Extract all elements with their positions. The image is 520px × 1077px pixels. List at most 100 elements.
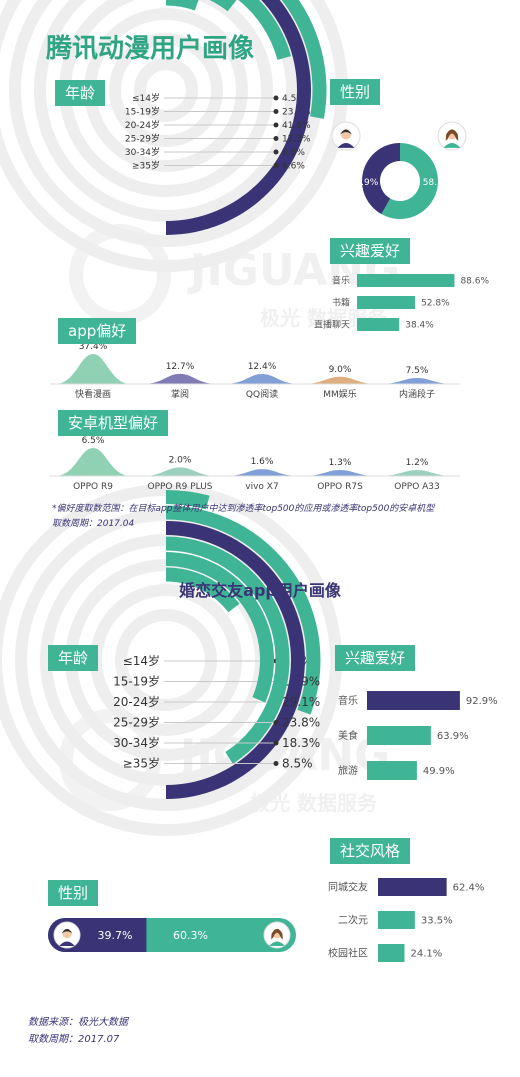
dating_interest-bar-0 xyxy=(367,691,460,710)
comic_phone-curve-4 xyxy=(379,470,455,476)
comic_app-label-1: 掌阅 xyxy=(171,389,189,400)
male-avatar-icon-body xyxy=(337,143,355,148)
dating_interest-value-1: 63.9% xyxy=(437,731,469,742)
female-avatar-icon-2-body xyxy=(269,941,285,947)
age-bar-3 xyxy=(238,0,292,60)
dating_social-label-2: 校园社区 xyxy=(328,947,368,960)
comic_interest-label-0: 音乐 xyxy=(332,275,350,287)
male-avatar-icon xyxy=(331,121,361,151)
leader-dot-5 xyxy=(273,761,279,766)
age-label-5: ≥35岁 xyxy=(123,756,160,771)
age-label-0: ≤14岁 xyxy=(132,92,160,104)
dating_social-bar-2 xyxy=(378,944,405,962)
age-bar-5 xyxy=(166,567,240,613)
female-avatar-icon-hair xyxy=(445,129,459,141)
comic_app-value-4: 7.5% xyxy=(406,366,429,376)
phone-preference-tag: 安卓机型偏好 xyxy=(58,410,169,436)
comic_phone-curve-0 xyxy=(55,448,131,476)
age-label-4: 30-34岁 xyxy=(125,146,160,158)
comic_app-label-2: QQ阅读 xyxy=(246,388,278,400)
gender-tag: 性别 xyxy=(330,79,381,105)
page-title: 腾讯动漫用户画像 xyxy=(46,34,255,64)
dating_social-label-0: 同城交友 xyxy=(328,881,368,894)
leader-dot-0 xyxy=(273,95,279,101)
background-ring xyxy=(109,33,223,147)
age-tag: 年龄 xyxy=(55,80,106,106)
comic_phone-curve-1 xyxy=(142,467,218,476)
age-value-3: 23.8% xyxy=(282,716,320,730)
age-value-3: 17.3% xyxy=(282,135,311,145)
comic_app-curve-3 xyxy=(302,376,378,384)
age-label-4: 30-34岁 xyxy=(113,735,160,750)
comic_phone-curve-3 xyxy=(302,470,378,476)
comic_phone-value-0: 6.5% xyxy=(82,436,105,446)
interest-tag: 兴趣爱好 xyxy=(330,238,411,264)
background-ring xyxy=(34,0,298,222)
gender-tag-2: 性别 xyxy=(48,880,99,906)
age-bar-2 xyxy=(166,0,311,235)
age-label-2: 20-24岁 xyxy=(125,119,160,131)
age-label-3: 25-29岁 xyxy=(125,133,160,145)
age-bar-1 xyxy=(281,0,327,119)
male-avatar-icon-2-hair xyxy=(61,928,73,934)
age-value-4: 8.8% xyxy=(282,148,305,158)
data-source: 数据来源：极光大数据 xyxy=(28,1017,128,1028)
comic_interest-value-2: 38.4% xyxy=(405,321,434,331)
background-ring xyxy=(115,609,217,711)
comic_phone-label-2: vivo X7 xyxy=(245,482,278,492)
age-value-4: 18.3% xyxy=(282,736,320,750)
footnote-period: 取数周期：2017.04 xyxy=(52,519,135,529)
male-avatar-icon-2-body xyxy=(59,941,75,947)
age-bar-2 xyxy=(166,521,305,799)
dating_social-bar-0 xyxy=(378,878,447,896)
leader-dot-5 xyxy=(273,163,279,168)
background-ring xyxy=(134,58,198,122)
leader-dot-2 xyxy=(273,122,279,128)
comic_app-value-0: 37.4% xyxy=(79,342,108,352)
comic_app-curve-1 xyxy=(142,373,218,384)
age-label-3: 25-29岁 xyxy=(113,715,160,730)
leader-dot-4 xyxy=(273,740,279,746)
dating_social-value-0: 62.4% xyxy=(453,883,485,894)
comic_app-curve-0 xyxy=(55,354,131,384)
age-value-0: 4.5% xyxy=(282,94,305,104)
dating_social-value-1: 33.5% xyxy=(421,916,453,927)
dating_interest-label-0: 音乐 xyxy=(338,694,358,707)
comic_interest-value-1: 52.8% xyxy=(421,299,450,309)
female-avatar-icon-2 xyxy=(263,921,291,949)
female-avatar-icon xyxy=(437,121,467,151)
comic_interest-bar-1 xyxy=(357,296,416,309)
comic_phone-label-4: OPPO A33 xyxy=(394,482,440,492)
age-label-1: 15-19岁 xyxy=(125,106,160,118)
dating_social-value-2: 24.1% xyxy=(411,949,443,960)
gender-value-male-2: 39.7% xyxy=(98,929,133,942)
comic_app-curve-4 xyxy=(379,377,455,384)
gender-value-female-2: 60.3% xyxy=(173,929,208,942)
dating_interest-value-0: 92.9% xyxy=(466,696,498,707)
comic_phone-value-4: 1.2% xyxy=(406,458,429,468)
comic_app-label-0: 快看漫画 xyxy=(75,388,111,400)
comic_phone-value-2: 1.6% xyxy=(251,457,274,467)
dating_interest-label-2: 旅游 xyxy=(338,764,358,777)
age-value-2: 41.6% xyxy=(282,121,311,131)
age-value-5: 8.5% xyxy=(282,757,313,771)
comic_app-label-3: MM娱乐 xyxy=(323,388,357,400)
comic_interest-label-1: 书籍 xyxy=(332,297,350,309)
gender-slice-male xyxy=(361,143,400,215)
female-avatar-icon-body xyxy=(443,143,461,148)
gender-value-male: 41.9% xyxy=(350,178,379,188)
age-label-1: 15-19岁 xyxy=(113,674,160,689)
section2-title: 婚恋交友app用户画像 xyxy=(179,581,341,600)
age-value-5: 4.6% xyxy=(282,162,305,172)
comic_interest-label-2: 直播聊天 xyxy=(314,319,350,331)
dating_interest-bar-2 xyxy=(367,761,417,780)
comic_phone-curve-2 xyxy=(224,469,300,476)
comic_phone-label-0: OPPO R9 xyxy=(73,482,113,492)
app-preference-tag: app偏好 xyxy=(58,318,137,344)
gender-slice-female xyxy=(381,143,438,220)
comic_phone-label-1: OPPO R9 PLUS xyxy=(147,482,212,492)
female-avatar-icon-2-hair xyxy=(271,928,283,940)
age-label-2: 20-24岁 xyxy=(113,694,160,709)
comic_app-label-4: 内涵段子 xyxy=(399,388,435,400)
